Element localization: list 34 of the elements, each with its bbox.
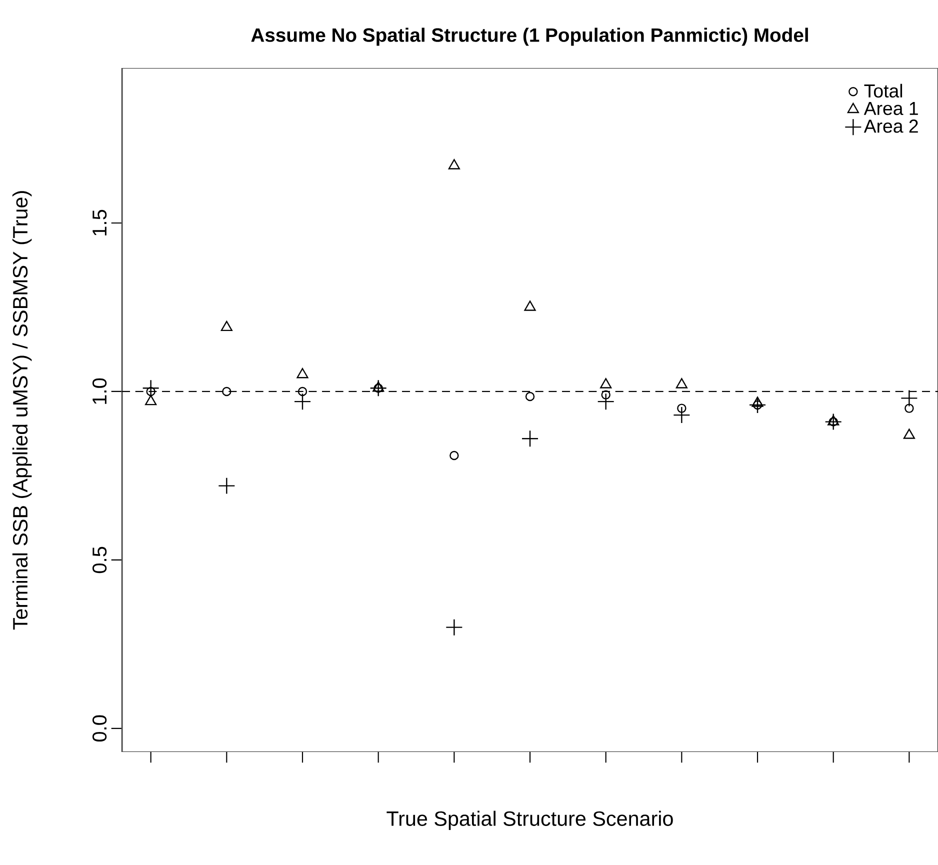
point	[677, 404, 686, 413]
y-tick-label: 1.0	[92, 378, 107, 404]
y-tick-label: 0.0	[92, 715, 107, 742]
point	[600, 378, 612, 388]
point	[900, 390, 918, 407]
point	[601, 390, 610, 400]
point	[220, 320, 232, 332]
point	[294, 392, 312, 410]
point	[218, 477, 236, 494]
legend-label: Total	[864, 84, 902, 98]
chart-title: Assume No Spatial Structure (1 Population Panmictic) Model	[251, 28, 808, 46]
point	[676, 378, 688, 388]
point	[521, 430, 539, 448]
legend-label: Area 2	[864, 120, 918, 133]
point	[597, 392, 614, 410]
point	[446, 618, 463, 636]
legend-label: Area 1	[864, 102, 918, 116]
point	[903, 428, 915, 439]
y-tick-label: 0.5	[92, 546, 107, 574]
x-axis-title: True Spatial Structure Scenario	[386, 810, 673, 830]
y-axis-title: Terminal SSB (Applied uMSY) / SSBMSY (True)	[12, 191, 32, 630]
point	[448, 159, 460, 170]
point	[146, 386, 156, 396]
point	[370, 379, 387, 397]
point	[752, 396, 764, 407]
point	[524, 300, 536, 311]
point	[525, 392, 535, 402]
point	[450, 450, 459, 460]
point	[904, 404, 914, 413]
point	[298, 386, 308, 396]
point	[222, 386, 232, 396]
point	[296, 368, 308, 378]
y-tick-label: 1.5	[92, 210, 107, 236]
point	[673, 406, 690, 424]
